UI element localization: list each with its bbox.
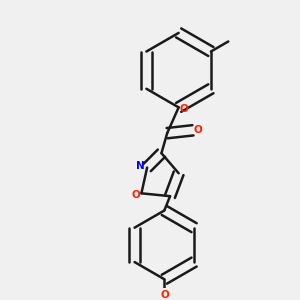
- Text: O: O: [132, 190, 141, 200]
- Text: O: O: [194, 125, 203, 135]
- Text: O: O: [161, 290, 170, 300]
- Text: O: O: [179, 104, 188, 114]
- Text: N: N: [136, 161, 144, 171]
